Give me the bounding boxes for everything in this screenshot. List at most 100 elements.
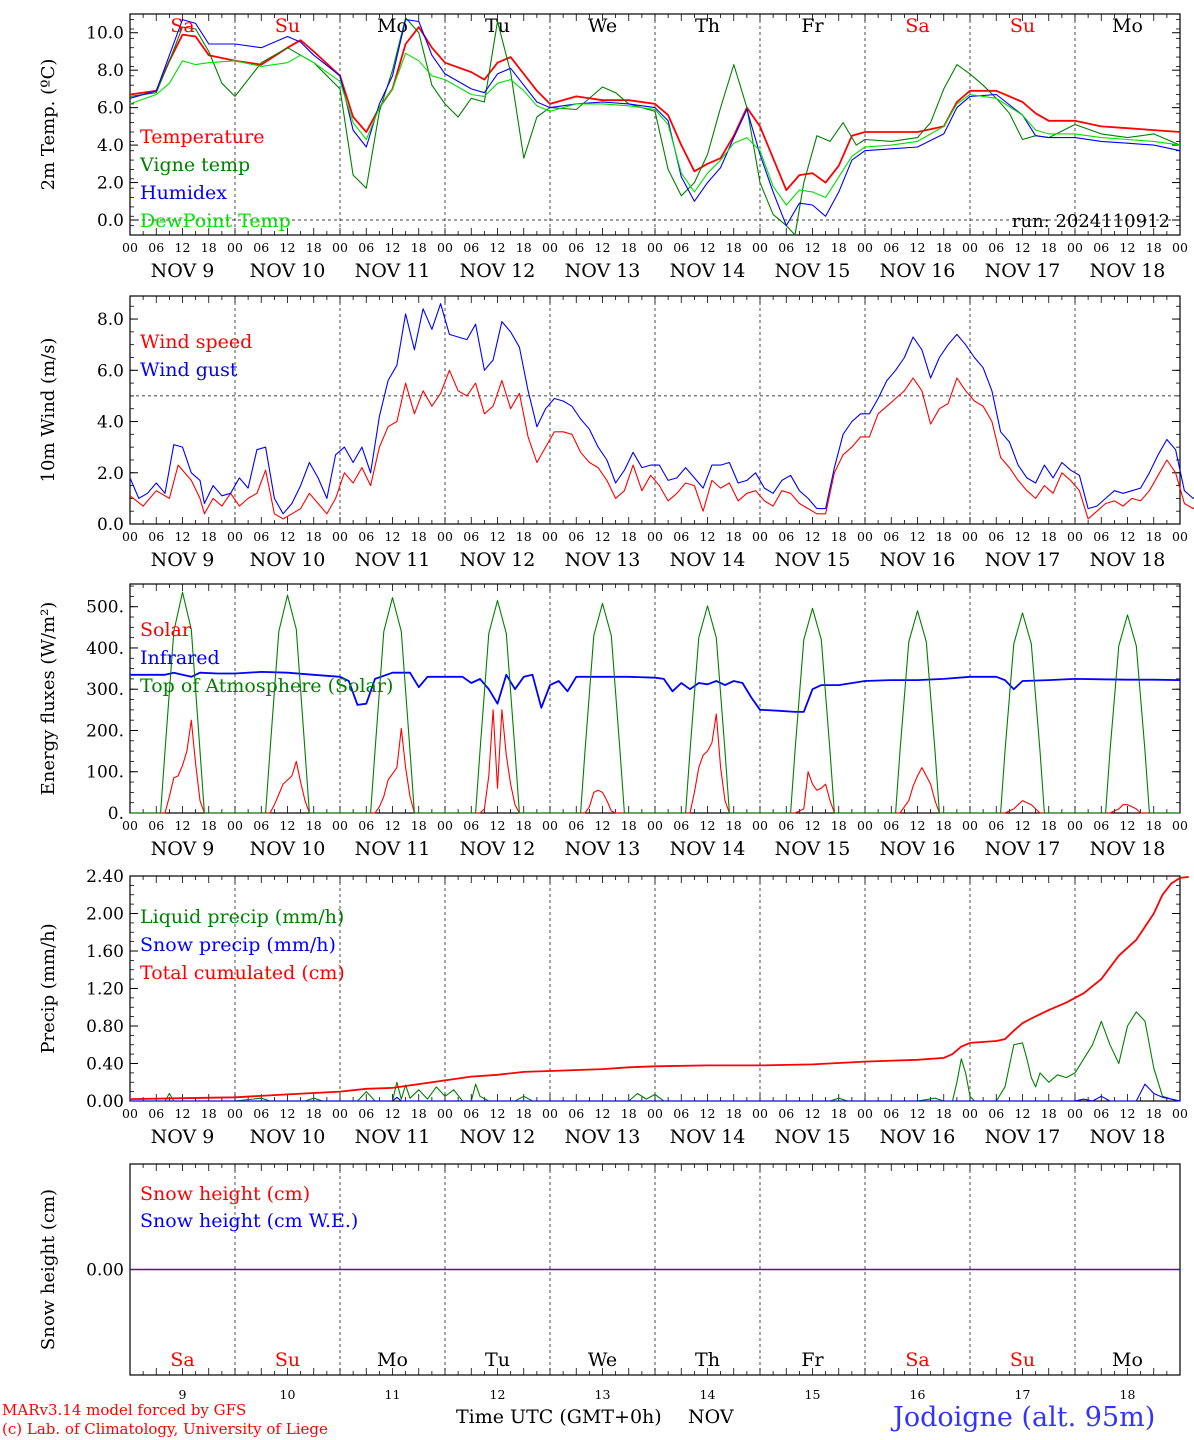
hour-tick-label: 00 [1067, 818, 1083, 833]
series-line-vigne-temp [129, 17, 1181, 236]
weekday-label: Sa [905, 15, 929, 37]
weekday-label: Sa [170, 15, 194, 37]
date-label: NOV 17 [985, 549, 1061, 571]
legend-entry: Solar [140, 619, 192, 641]
hour-tick-label: 06 [148, 818, 164, 833]
hour-tick-label: 00 [857, 240, 873, 255]
hour-tick-label: 00 [962, 240, 978, 255]
date-label: NOV 10 [250, 260, 326, 282]
hour-tick-label: 00 [542, 1106, 558, 1121]
hour-tick-label: 18 [726, 818, 742, 833]
series-line-humidex [129, 19, 1181, 227]
weekday-label: We [588, 15, 617, 37]
hour-tick-label: 00 [647, 240, 663, 255]
date-label: NOV 15 [775, 1126, 851, 1148]
hour-tick-label: 12 [280, 240, 296, 255]
hour-tick-label: 18 [1146, 818, 1162, 833]
series-line-snow-precip-mm-h- [130, 1083, 1181, 1102]
hour-tick-label: 12 [700, 1106, 716, 1121]
series-line-temperature [129, 26, 1181, 192]
y-tick-label: 500. [86, 598, 124, 618]
hour-tick-label: 12 [1015, 1106, 1031, 1121]
date-label: NOV 11 [355, 838, 431, 860]
hour-tick-label: 00 [227, 818, 243, 833]
hour-tick-label: 18 [201, 1106, 217, 1121]
hour-tick-label: 06 [568, 529, 584, 544]
hour-tick-label: 18 [936, 240, 952, 255]
hour-tick-label: 18 [516, 240, 532, 255]
hour-tick-label: 12 [805, 240, 821, 255]
hour-tick-label: 06 [778, 1106, 794, 1121]
hour-tick-label: 18 [1146, 240, 1162, 255]
legend-entry: DewPoint Temp [140, 210, 291, 232]
hour-tick-label: 12 [910, 1106, 926, 1121]
hour-tick-label: 18 [831, 240, 847, 255]
hour-tick-label: 06 [778, 240, 794, 255]
hour-tick-label: 06 [673, 818, 689, 833]
hour-tick-label: 12 [280, 529, 296, 544]
legend-entry: Infrared [140, 647, 220, 669]
weekday-label: Tu [485, 1349, 510, 1371]
y-tick-label: 8.0 [97, 310, 124, 330]
hour-tick-label: 12 [910, 818, 926, 833]
hour-tick-label: 12 [595, 240, 611, 255]
hour-tick-label: 06 [148, 529, 164, 544]
hour-tick-label: 06 [988, 529, 1004, 544]
hour-tick-label: 12 [700, 240, 716, 255]
y-tick-label: 200. [86, 721, 124, 741]
weekday-label: Fr [801, 15, 824, 37]
hour-tick-label: 00 [752, 818, 768, 833]
y-tick-label: 0.0 [97, 211, 124, 231]
hour-tick-label: 00 [227, 240, 243, 255]
hour-tick-label: 00 [752, 529, 768, 544]
y-tick-label: 0.0 [97, 515, 124, 535]
legend-entry: Vigne temp [139, 154, 250, 176]
hour-tick-label: 00 [857, 529, 873, 544]
hour-tick-label: 12 [490, 240, 506, 255]
date-label: NOV 12 [460, 549, 536, 571]
hour-tick-label: 12 [805, 1106, 821, 1121]
date-label: NOV 11 [355, 260, 431, 282]
date-label: NOV 13 [565, 838, 641, 860]
month-label: NOV [688, 1406, 734, 1428]
hour-tick-label: 18 [516, 818, 532, 833]
date-label: NOV 16 [880, 1126, 956, 1148]
hour-tick-label: 00 [542, 529, 558, 544]
day-number-label: 10 [280, 1387, 296, 1402]
date-label: NOV 9 [151, 260, 215, 282]
y-tick-label: 0.80 [86, 1017, 124, 1037]
hour-tick-label: 12 [385, 529, 401, 544]
weekday-label: We [588, 1349, 617, 1371]
station-label: Jodoigne (alt. 95m) [893, 1402, 1156, 1433]
date-label: NOV 15 [775, 260, 851, 282]
date-label: NOV 9 [151, 549, 215, 571]
hour-tick-label: 12 [1120, 1106, 1136, 1121]
date-label: NOV 17 [985, 260, 1061, 282]
hour-tick-label: 00 [437, 1106, 453, 1121]
hour-tick-label: 18 [621, 529, 637, 544]
hour-tick-label: 00 [962, 1106, 978, 1121]
hour-tick-label: 00 [122, 1106, 138, 1121]
legend-entry: Snow precip (mm/h) [140, 934, 336, 956]
weekday-label: Th [695, 1349, 720, 1371]
hour-tick-label: 18 [726, 529, 742, 544]
weekday-label: Mo [1112, 1349, 1143, 1371]
hour-tick-label: 12 [175, 529, 191, 544]
hour-tick-label: 06 [463, 240, 479, 255]
hour-tick-label: 12 [175, 1106, 191, 1121]
hour-tick-label: 00 [962, 818, 978, 833]
hour-tick-label: 06 [778, 529, 794, 544]
hour-tick-label: 18 [1146, 1106, 1162, 1121]
y-tick-label: 0.00 [86, 1261, 124, 1281]
y-tick-label: 100. [86, 763, 124, 783]
hour-tick-label: 00 [1172, 1106, 1188, 1121]
hour-tick-label: 06 [673, 529, 689, 544]
date-label: NOV 14 [670, 1126, 746, 1148]
hour-tick-label: 12 [490, 1106, 506, 1121]
hour-tick-label: 18 [516, 1106, 532, 1121]
hour-tick-label: 18 [621, 818, 637, 833]
hour-tick-label: 18 [516, 529, 532, 544]
y-tick-label: 1.20 [86, 980, 124, 1000]
date-label: NOV 11 [355, 1126, 431, 1148]
y-tick-label: 6.0 [97, 361, 124, 381]
